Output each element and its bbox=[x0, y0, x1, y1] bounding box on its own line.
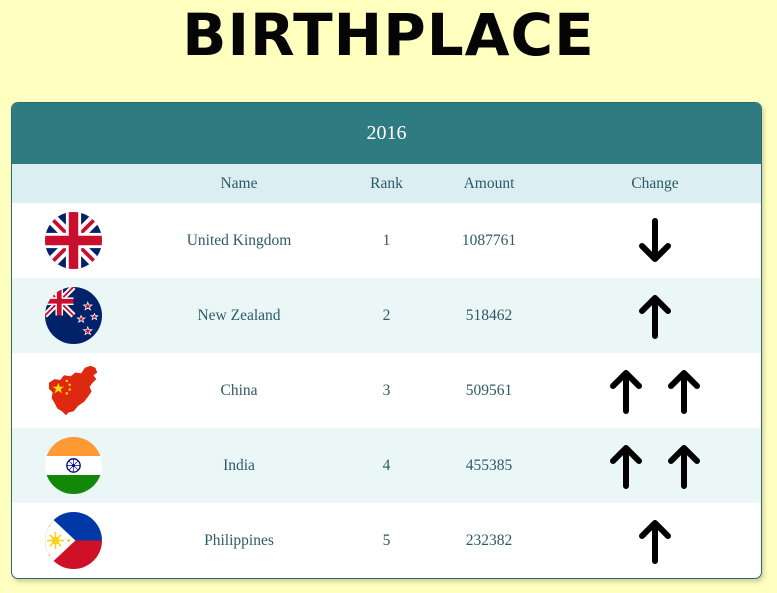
table-row[interactable]: Philippines 5 232382 bbox=[12, 503, 761, 578]
country-name: New Zealand bbox=[197, 306, 281, 324]
page-title: BIRTHPLACE bbox=[182, 1, 595, 69]
change-indicator bbox=[549, 442, 761, 490]
arrow-up-icon bbox=[610, 369, 642, 414]
column-header-row: Name Rank Amount Change bbox=[12, 164, 761, 203]
amount-value: 232382 bbox=[465, 531, 513, 549]
amount-value: 1087761 bbox=[461, 231, 517, 249]
amount-value: 455385 bbox=[465, 456, 513, 474]
amount-value: 509561 bbox=[465, 381, 513, 399]
country-name: China bbox=[220, 381, 258, 399]
change-indicator bbox=[549, 292, 761, 340]
philippines-flag-icon bbox=[44, 512, 102, 569]
arrow-up-icon bbox=[668, 444, 700, 489]
amount-column-header[interactable]: Amount bbox=[463, 174, 515, 192]
india-flag-icon bbox=[44, 437, 102, 494]
birthplace-table: 2016 Name Rank Amount Change U bbox=[11, 102, 762, 579]
rank-column-header[interactable]: Rank bbox=[370, 174, 403, 192]
china-map-flag-icon bbox=[48, 365, 97, 416]
table-row[interactable]: China 3 509561 bbox=[12, 353, 761, 428]
rank-value: 3 bbox=[382, 381, 391, 399]
name-column-header[interactable]: Name bbox=[220, 174, 258, 192]
change-column-header[interactable]: Change bbox=[631, 174, 679, 192]
arrow-up-icon bbox=[639, 294, 671, 339]
year-label: 2016 bbox=[366, 122, 407, 144]
amount-value: 518462 bbox=[465, 306, 513, 324]
year-header: 2016 bbox=[12, 103, 761, 164]
country-name: Philippines bbox=[204, 531, 274, 549]
rank-value: 2 bbox=[382, 306, 391, 324]
country-name: India bbox=[223, 456, 255, 474]
rank-value: 5 bbox=[382, 531, 391, 549]
country-name: United Kingdom bbox=[186, 231, 292, 249]
nz-flag-icon bbox=[44, 287, 102, 344]
uk-flag-icon bbox=[44, 212, 102, 269]
rank-value: 1 bbox=[382, 231, 391, 249]
change-indicator bbox=[549, 217, 761, 265]
table-row[interactable]: India 4 455385 bbox=[12, 428, 761, 503]
table-row[interactable]: New Zealand 2 518462 bbox=[12, 278, 761, 353]
table-row[interactable]: United Kingdom 1 1087761 bbox=[12, 203, 761, 278]
arrow-up-icon bbox=[610, 444, 642, 489]
change-indicator bbox=[549, 517, 761, 565]
rank-value: 4 bbox=[382, 456, 391, 474]
arrow-down-icon bbox=[639, 217, 671, 262]
arrow-up-icon bbox=[639, 519, 671, 564]
change-indicator bbox=[549, 367, 761, 415]
arrow-up-icon bbox=[668, 369, 700, 414]
